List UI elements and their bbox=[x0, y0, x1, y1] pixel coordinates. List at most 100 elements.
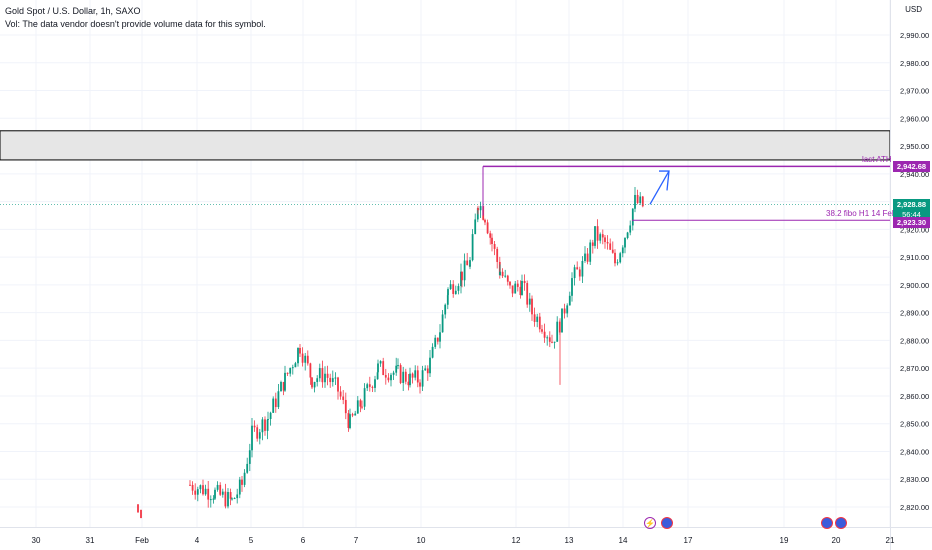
candle-body bbox=[318, 368, 321, 379]
time-tick-label: 20 bbox=[832, 536, 841, 545]
dividend-event-icon[interactable]: ⚡ bbox=[644, 517, 656, 529]
us-flag-event-icon[interactable] bbox=[835, 517, 847, 529]
candle-body bbox=[466, 260, 469, 266]
price-tick-label: 2,850.00 bbox=[900, 420, 929, 429]
candle-body bbox=[282, 382, 285, 391]
time-tick-label: 19 bbox=[780, 536, 789, 545]
price-tick-label: 2,950.00 bbox=[900, 142, 929, 151]
candle-body bbox=[471, 234, 474, 261]
candle-body bbox=[347, 413, 350, 428]
candle-body bbox=[324, 373, 326, 383]
price-tick-label: 2,880.00 bbox=[900, 336, 929, 345]
candle-body bbox=[484, 219, 486, 223]
candle-body bbox=[349, 414, 351, 428]
candle-body bbox=[493, 244, 496, 249]
projection-arrow bbox=[649, 170, 670, 205]
candle-body bbox=[329, 377, 332, 383]
candle-body bbox=[404, 371, 407, 382]
candle-body bbox=[379, 361, 382, 364]
candle-body bbox=[591, 242, 594, 246]
candle-body bbox=[402, 371, 405, 383]
candle-body bbox=[611, 249, 614, 253]
candle-body bbox=[641, 196, 644, 207]
bar-countdown: 56:44 bbox=[902, 209, 921, 219]
candle-body bbox=[264, 419, 266, 431]
candles bbox=[137, 187, 644, 519]
candle-body bbox=[284, 372, 286, 391]
candle-body bbox=[395, 365, 398, 373]
candle-body bbox=[202, 485, 204, 495]
candle-body bbox=[390, 374, 392, 381]
candle-body bbox=[434, 337, 437, 347]
candle-body bbox=[469, 260, 471, 267]
candle-body bbox=[238, 479, 241, 495]
candle-body bbox=[280, 382, 282, 392]
us-flag-event-icon[interactable] bbox=[661, 517, 673, 529]
candle-body bbox=[573, 267, 576, 279]
candle-body bbox=[429, 357, 431, 374]
candle-body bbox=[614, 252, 616, 264]
price-axis: 2,990.00 2,980.00 2,970.00 2,960.00 2,950.00… bbox=[900, 31, 929, 512]
symbol-title[interactable]: Gold Spot / U.S. Dollar, 1h, SAXO bbox=[5, 6, 141, 16]
candle-body bbox=[621, 247, 624, 254]
candle-body bbox=[584, 253, 586, 261]
candle-body bbox=[568, 295, 571, 306]
candle-body bbox=[248, 450, 251, 464]
candle-body bbox=[449, 284, 452, 290]
grid bbox=[0, 0, 891, 527]
candle-body bbox=[407, 381, 410, 386]
candle-body bbox=[516, 283, 519, 287]
candle-body bbox=[604, 237, 606, 243]
candle-body bbox=[306, 355, 309, 364]
candle-body bbox=[509, 281, 511, 286]
candle-body bbox=[397, 365, 399, 367]
candle-body bbox=[474, 219, 477, 235]
candle-body bbox=[301, 353, 304, 363]
candle-body bbox=[619, 253, 622, 263]
candle-body bbox=[636, 194, 639, 204]
candle-body bbox=[431, 346, 434, 358]
candle-body bbox=[634, 194, 636, 209]
drawings bbox=[0, 165, 890, 221]
candle-body bbox=[606, 242, 609, 244]
last-ath-label[interactable]: last ATH bbox=[862, 155, 892, 165]
candle-body bbox=[266, 419, 269, 431]
candle-body bbox=[506, 275, 509, 282]
candle-body bbox=[601, 234, 604, 238]
candle-body bbox=[236, 494, 239, 499]
candle-body bbox=[191, 484, 194, 491]
candle-body bbox=[214, 489, 216, 499]
currency-label[interactable]: USD bbox=[905, 5, 922, 14]
candle-body bbox=[594, 226, 596, 246]
candle-body bbox=[294, 363, 297, 368]
candle-body bbox=[538, 316, 541, 330]
candle-body bbox=[553, 341, 556, 343]
candle-body bbox=[631, 208, 634, 226]
candle-body bbox=[361, 406, 363, 408]
candle-body bbox=[424, 368, 427, 371]
candle-body bbox=[384, 374, 387, 378]
candle-body bbox=[624, 238, 626, 248]
candle-body bbox=[477, 208, 479, 211]
candle-body bbox=[566, 305, 569, 314]
candle-body bbox=[224, 491, 227, 507]
candle-body bbox=[501, 271, 504, 277]
candle-body bbox=[533, 314, 536, 322]
candle-body bbox=[231, 498, 233, 500]
time-tick-label: 10 bbox=[417, 536, 426, 545]
candle-body bbox=[452, 284, 455, 294]
candle-body bbox=[414, 370, 417, 378]
candle-body bbox=[491, 237, 493, 245]
fibo-label[interactable]: 38.2 fibo H1 14 Feb bbox=[826, 209, 897, 219]
candle-body bbox=[609, 243, 612, 250]
resistance-zone[interactable] bbox=[0, 130, 891, 161]
candle-body bbox=[439, 332, 441, 342]
candle-body bbox=[274, 398, 277, 408]
candle-body bbox=[291, 367, 294, 369]
candle-body bbox=[551, 341, 553, 343]
candle-body bbox=[299, 347, 301, 354]
us-flag-event-icon[interactable] bbox=[821, 517, 833, 529]
candle-body bbox=[411, 373, 414, 378]
